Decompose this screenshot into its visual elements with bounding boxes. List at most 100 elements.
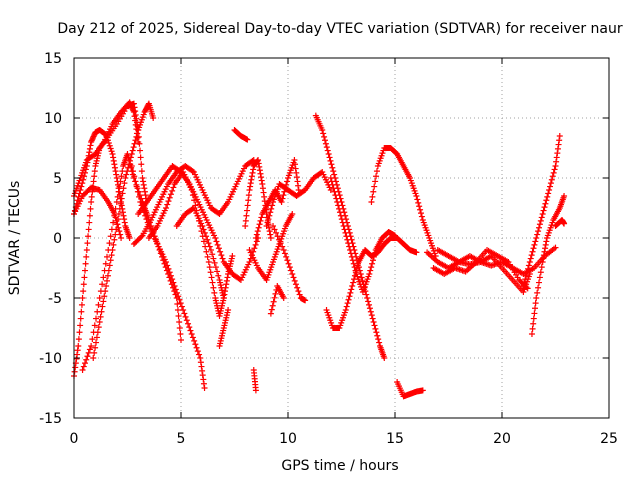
data-point-interp [194, 348, 201, 355]
data-point-interp [130, 144, 137, 151]
data-point-interp [363, 291, 370, 298]
data-point-interp [292, 165, 299, 172]
data-point-interp [200, 238, 207, 245]
data-point-interp [99, 281, 106, 288]
data-point [364, 295, 371, 301]
data-point-interp [532, 305, 539, 312]
data-point [197, 355, 204, 361]
data-point [199, 223, 206, 229]
data-point-interp [264, 219, 271, 226]
data-point-interp [525, 262, 532, 269]
data-point-interp [531, 241, 538, 248]
data-point-interp [72, 364, 79, 371]
data-point [270, 223, 277, 229]
data-point-interp [295, 182, 302, 189]
data-point-interp [328, 178, 335, 185]
data-point-interp [253, 231, 260, 238]
data-point-interp [171, 288, 178, 295]
data-point-interp [257, 217, 264, 224]
data-point-interp [351, 272, 358, 279]
data-point [128, 151, 135, 157]
data-point-interp [119, 209, 126, 216]
data-point-interp [345, 240, 352, 247]
data-point-interp [125, 164, 132, 171]
data-point [83, 247, 90, 253]
data-point-interp [91, 168, 98, 175]
data-point-interp [374, 332, 381, 339]
data-point-interp [203, 248, 210, 255]
data-point [96, 295, 103, 301]
x-axis-label: GPS time / hours [281, 458, 398, 474]
data-point-interp [366, 301, 373, 308]
data-point-interp [548, 176, 555, 183]
data-point-interp [134, 188, 141, 195]
data-point [528, 331, 535, 337]
data-point [413, 193, 420, 199]
data-point-interp [133, 133, 140, 140]
data-point-interp [415, 199, 422, 206]
data-point-interp [116, 228, 123, 235]
data-point-interp [88, 137, 95, 144]
data-point-interp [375, 336, 382, 343]
data-point-interp [102, 260, 109, 267]
data-point-interp [203, 233, 210, 240]
data-point-interp [369, 315, 376, 322]
data-point-interp [114, 221, 121, 228]
data-point-interp [376, 339, 383, 346]
data-point-interp [248, 173, 255, 180]
y-tick-label: -15 [39, 411, 62, 427]
data-point-interp [295, 288, 302, 295]
data-point-interp [85, 349, 92, 356]
data-point-interp [206, 264, 213, 271]
data-point-interp [324, 147, 331, 154]
data-point-interp [145, 216, 152, 223]
data-point-interp [86, 149, 93, 156]
data-point-interp [261, 193, 268, 200]
data-point-interp [331, 171, 338, 178]
data-point-interp [116, 205, 123, 212]
data-point-interp [276, 236, 283, 243]
data-point [109, 151, 116, 157]
data-point-interp [182, 313, 189, 320]
data-point-interp [554, 145, 561, 152]
data-point-interp [82, 267, 89, 274]
data-point-interp [141, 185, 148, 192]
data-point-interp [105, 267, 112, 274]
data-point-interp [127, 100, 134, 107]
data-point-interp [541, 204, 548, 211]
y-axis-label: SDTVAR / TECUs [7, 181, 23, 296]
data-point-interp [528, 252, 535, 259]
data-point-interp [347, 289, 354, 296]
data-point-interp [535, 228, 542, 235]
data-point-interp [534, 289, 541, 296]
data-point-interp [414, 196, 421, 203]
data-point-interp [211, 289, 218, 296]
data-point-interp [529, 325, 536, 332]
data-point-interp [218, 252, 225, 259]
data-point-interp [366, 305, 373, 312]
data-point-interp [217, 248, 224, 255]
data-point [289, 211, 296, 217]
data-point-interp [553, 158, 560, 165]
data-point-interp [344, 236, 351, 243]
data-point-interp [204, 236, 211, 243]
data-point-interp [104, 253, 111, 260]
data-point-interp [181, 310, 188, 317]
data-point-interp [353, 265, 360, 272]
data-point-interp [523, 272, 530, 279]
data-point-interp [344, 300, 351, 307]
data-point-interp [532, 238, 539, 245]
data-point-interp [266, 212, 273, 219]
data-point [75, 343, 82, 349]
data-point [188, 187, 195, 193]
data-point-interp [137, 147, 144, 154]
data-point-interp [256, 163, 263, 170]
data-point-interp [176, 325, 183, 331]
data-point-interp [138, 168, 145, 175]
data-point-interp [199, 372, 206, 379]
data-point-interp [106, 240, 113, 247]
data-point-interp [348, 253, 355, 260]
data-point-interp [546, 183, 553, 190]
data-point-interp [87, 205, 94, 212]
data-point-interp [166, 194, 173, 201]
